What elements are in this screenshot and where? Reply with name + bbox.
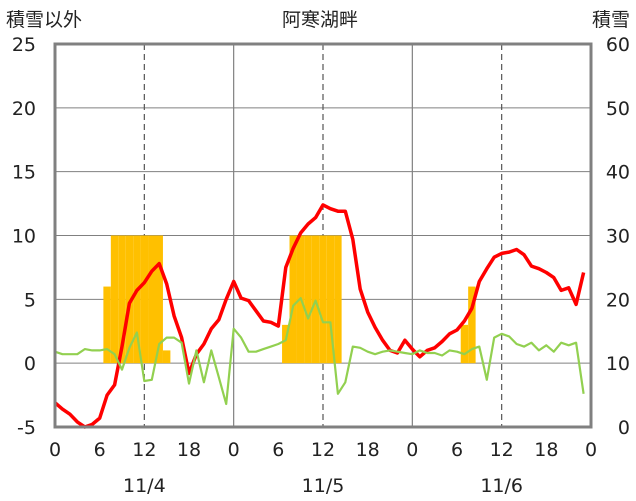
right-tick-label: 30 <box>606 226 630 248</box>
right-axis-label: 積雪 <box>592 9 630 31</box>
bar <box>133 235 141 364</box>
bar <box>125 235 134 364</box>
bar <box>148 235 156 364</box>
bar <box>282 324 290 364</box>
bar <box>334 235 342 364</box>
right-tick-label: 40 <box>606 162 630 184</box>
frame-layer <box>53 42 593 429</box>
x-tick-label: 12 <box>490 439 514 461</box>
day-label: 11/6 <box>480 475 523 497</box>
bar <box>140 235 149 364</box>
x-tick-label: 6 <box>94 439 106 461</box>
bar <box>460 324 469 364</box>
bar <box>103 286 111 364</box>
plot-frame <box>53 42 593 429</box>
right-tick-label: 50 <box>606 98 630 120</box>
left-tick-label: 20 <box>12 98 36 120</box>
bar <box>110 235 119 364</box>
bar <box>319 235 327 364</box>
green-series-line <box>54 297 585 406</box>
x-tick-label: 18 <box>534 439 558 461</box>
chart-title: 阿寒湖畔 <box>282 9 358 31</box>
day-label: 11/4 <box>123 475 166 497</box>
right-tick-label: 60 <box>606 34 630 56</box>
left-tick-label: 15 <box>12 162 36 184</box>
bar <box>118 235 126 364</box>
x-tick-label: 6 <box>272 439 284 461</box>
x-tick-label: 0 <box>585 439 597 461</box>
bar <box>304 235 312 364</box>
bar <box>468 286 476 364</box>
right-tick-label: 20 <box>606 289 630 311</box>
x-tick-label: 0 <box>228 439 240 461</box>
x-tick-label: 18 <box>356 439 380 461</box>
x-tick-label: 6 <box>451 439 463 461</box>
temperature-line <box>53 203 586 429</box>
x-tick-label: 0 <box>49 439 61 461</box>
bar <box>311 235 320 364</box>
day-label: 11/5 <box>302 475 345 497</box>
bar <box>326 235 335 364</box>
bar <box>155 235 163 364</box>
left-tick-label: 5 <box>24 289 36 311</box>
right-tick-label: 0 <box>618 417 630 439</box>
x-tick-label: 18 <box>177 439 201 461</box>
left-axis-label: 積雪以外 <box>6 9 82 31</box>
left-tick-label: 10 <box>12 226 36 248</box>
left-tick-label: 25 <box>12 34 36 56</box>
bar <box>289 235 297 364</box>
x-tick-label: 0 <box>406 439 418 461</box>
left-tick-label: 0 <box>24 353 36 375</box>
left-tick-label: -5 <box>17 417 36 439</box>
right-tick-label: 10 <box>606 353 630 375</box>
x-tick-label: 12 <box>311 439 335 461</box>
x-tick-label: 12 <box>132 439 156 461</box>
bar <box>162 350 171 364</box>
